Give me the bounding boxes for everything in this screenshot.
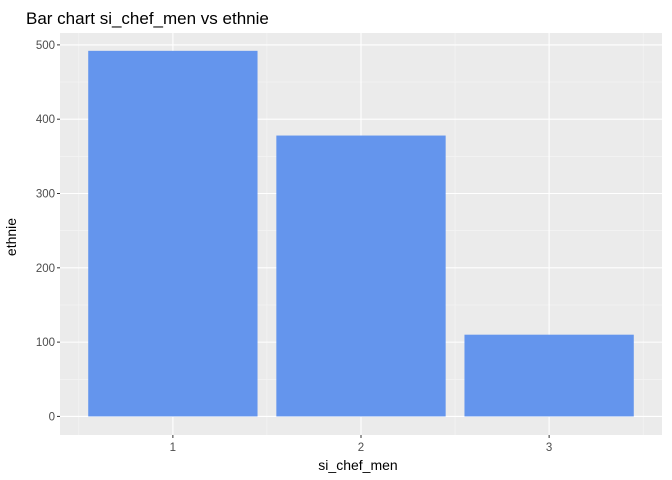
- y-tick-label: 0: [49, 411, 55, 423]
- x-tick-label: 2: [358, 442, 364, 454]
- y-tick-label: 100: [36, 337, 55, 349]
- y-axis-title: ethnie: [3, 218, 19, 256]
- chart-title: Bar chart si_chef_men vs ethnie: [26, 9, 269, 28]
- x-tick-label: 3: [546, 442, 552, 454]
- bars: [88, 50, 634, 417]
- y-tick-label: 400: [36, 114, 55, 126]
- y-tick-label: 200: [36, 263, 55, 275]
- x-axis: 1 2 3: [170, 435, 552, 454]
- x-tick-label: 1: [170, 442, 176, 454]
- bar-1: [88, 50, 258, 417]
- bar-2: [276, 135, 446, 417]
- y-axis: 0 100 200 300 400 500: [36, 40, 60, 423]
- bar-3: [464, 334, 634, 417]
- y-tick-label: 300: [36, 189, 55, 201]
- y-tick-label: 500: [36, 40, 55, 52]
- x-axis-title: si_chef_men: [318, 457, 397, 473]
